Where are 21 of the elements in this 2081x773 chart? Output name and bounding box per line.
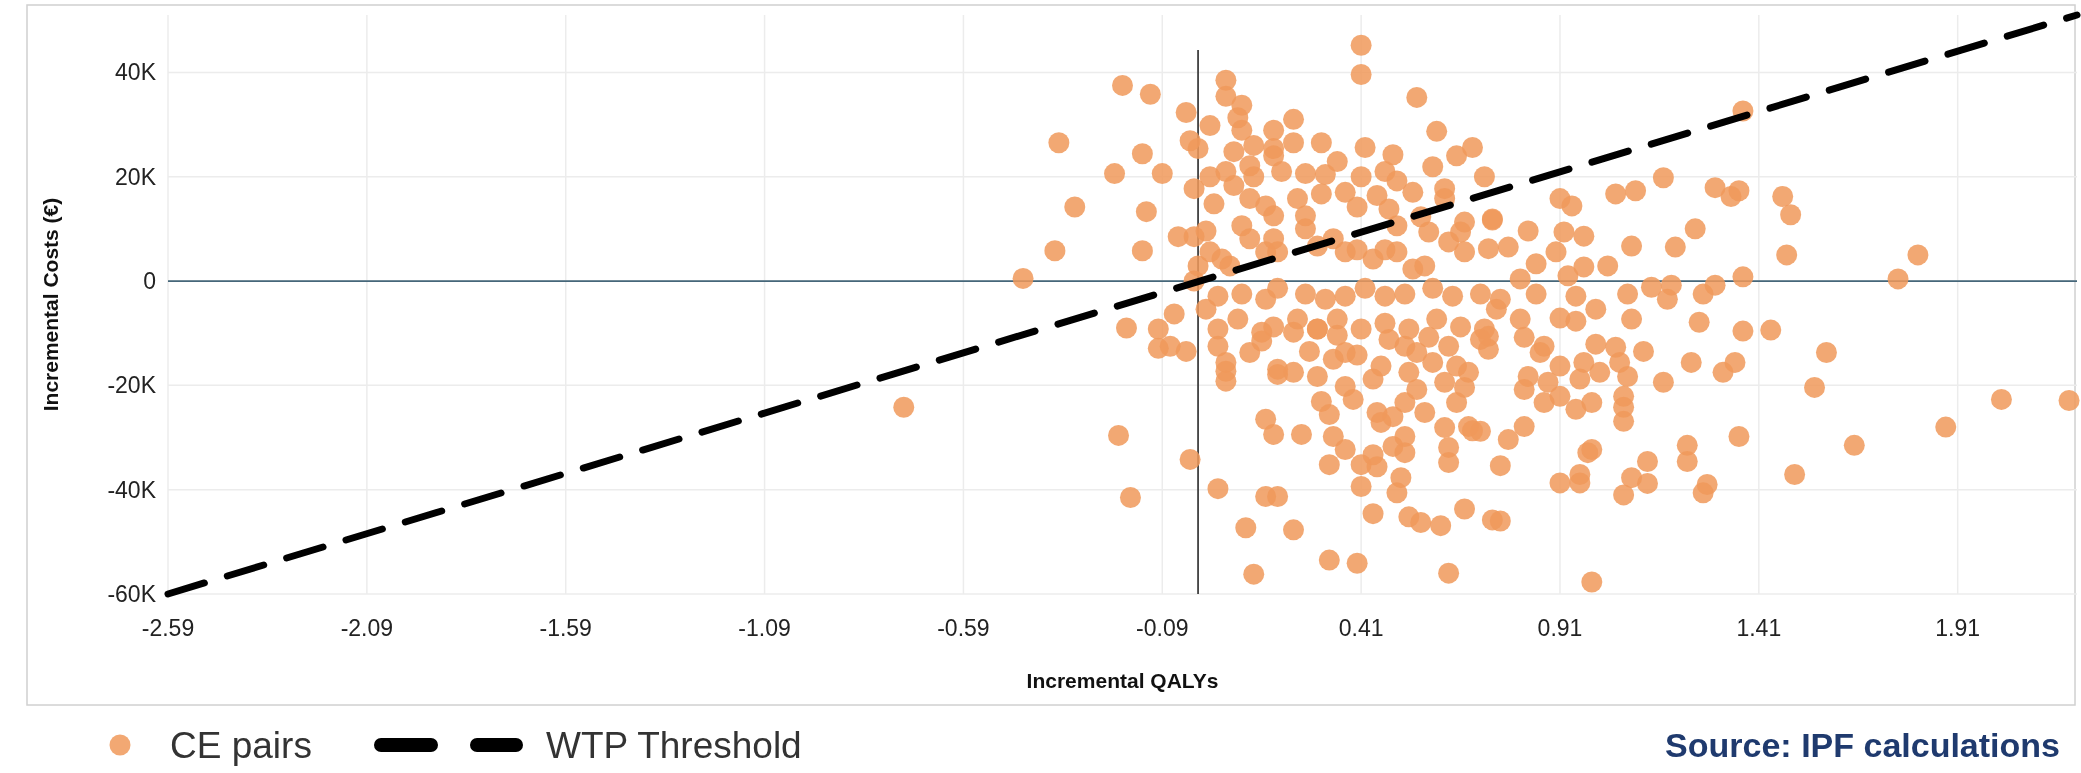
x-tick-label: -2.59 <box>141 615 195 641</box>
x-tick-label: 1.91 <box>1935 615 1981 641</box>
x-tick-label: -1.59 <box>539 615 592 641</box>
y-tick-label: -60K <box>107 581 157 607</box>
x-tick-label: 1.41 <box>1736 615 1782 641</box>
x-tick-label: -0.09 <box>1136 615 1189 641</box>
y-tick-label: 20K <box>115 163 157 190</box>
x-tick-label: -0.59 <box>937 615 990 641</box>
y-axis-title: Incremental Costs (€) <box>39 197 62 412</box>
legend-label: CE pairs <box>170 725 312 766</box>
x-axis-title: Incremental QALYs <box>1026 669 1219 692</box>
y-tick-label: 40K <box>115 59 157 86</box>
x-tick-label: -1.09 <box>738 615 791 641</box>
x-tick-label: -2.09 <box>340 615 394 641</box>
source-note: Source: IPF calculations <box>1665 726 2060 764</box>
y-tick-label: -40K <box>107 476 157 503</box>
y-tick-label: 0 <box>143 268 156 295</box>
x-tick-label: 0.91 <box>1537 615 1583 641</box>
legend-label: WTP Threshold <box>546 725 802 766</box>
x-tick-label: 0.41 <box>1338 615 1384 641</box>
y-tick-label: -20K <box>107 372 157 399</box>
